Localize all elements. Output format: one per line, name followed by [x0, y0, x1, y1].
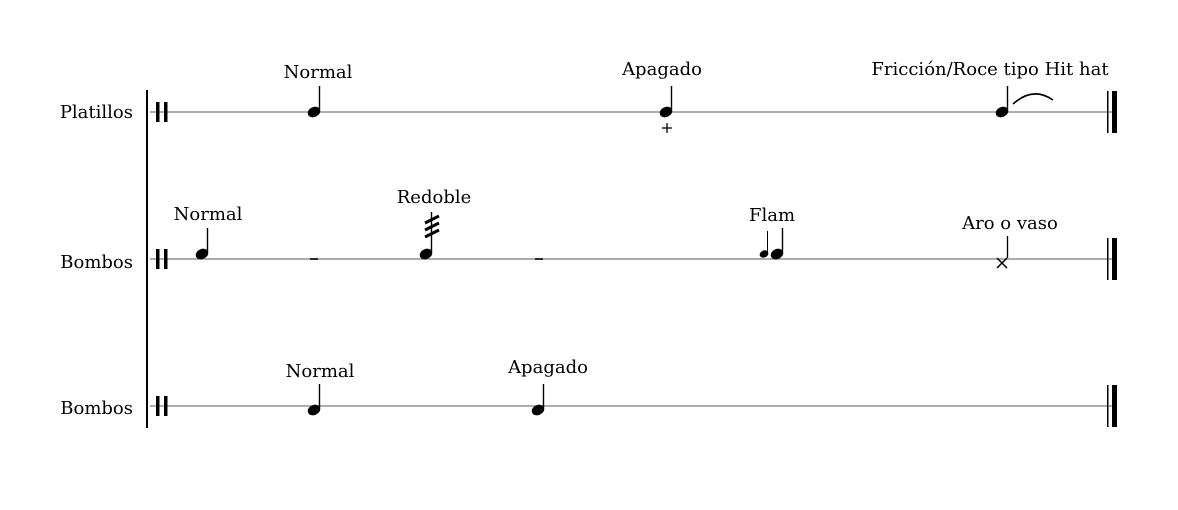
note-apagado: Apagado [507, 357, 588, 416]
percussion-clef-icon [156, 102, 168, 122]
technique-label: Normal [284, 62, 353, 83]
note-redoble: Redoble [397, 187, 472, 260]
instrument-label: Bombos [60, 398, 133, 419]
note-friccion: Fricción/Roce tipo Hit hat [871, 59, 1109, 118]
technique-label: Redoble [397, 187, 472, 208]
final-barline [1107, 238, 1117, 280]
stopped-plus-icon [662, 123, 672, 133]
note-normal: Normal [284, 62, 353, 118]
note-aro-o-vaso: Aro o vaso [961, 213, 1058, 269]
percussion-clef-icon [156, 396, 168, 416]
final-barline [1107, 385, 1117, 427]
instrument-label: Bombos [60, 252, 133, 273]
note-normal: Normal [286, 361, 355, 416]
grace-note-icon [759, 231, 769, 258]
percussion-clef-icon [156, 249, 168, 269]
technique-label: Apagado [621, 59, 702, 80]
final-barline [1107, 91, 1117, 133]
staff-bombos-2: Bombos Normal Apagado [60, 357, 1117, 427]
staff-platillos: Platillos Normal Apagado F [60, 59, 1117, 133]
slur-icon [1012, 93, 1054, 105]
technique-label: Apagado [507, 357, 588, 378]
tremolo-icon [424, 214, 440, 239]
note-normal: Normal [174, 204, 243, 260]
technique-label: Fricción/Roce tipo Hit hat [871, 59, 1109, 80]
note-flam: Flam [749, 205, 795, 260]
note-apagado: Apagado [621, 59, 702, 133]
staff-bombos-1: Bombos Normal Redoble [60, 187, 1117, 280]
technique-label: Normal [286, 361, 355, 382]
instrument-label: Platillos [60, 102, 133, 123]
technique-label: Aro o vaso [961, 213, 1058, 234]
technique-label: Normal [174, 204, 243, 225]
technique-label: Flam [749, 205, 795, 226]
x-notehead-icon [996, 257, 1008, 269]
